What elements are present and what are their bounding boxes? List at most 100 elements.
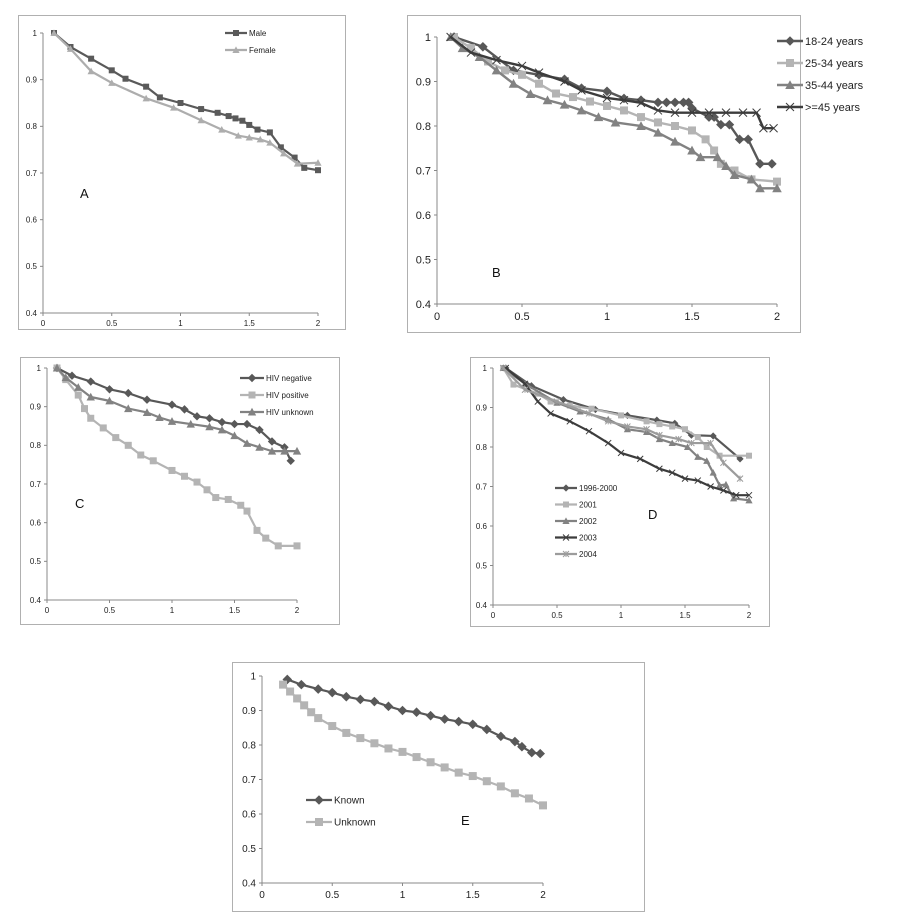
legend-label: 35-44 years xyxy=(805,80,864,92)
data-point xyxy=(454,768,463,777)
data-point xyxy=(559,99,570,109)
data-point xyxy=(732,491,740,499)
data-point xyxy=(274,542,282,550)
data-point xyxy=(588,405,595,412)
data-point xyxy=(593,112,604,122)
data-point xyxy=(74,383,83,391)
data-point xyxy=(577,86,586,95)
y-tick-label: 0.4 xyxy=(242,879,256,890)
data-point xyxy=(745,491,753,499)
data-point xyxy=(342,728,351,737)
data-point xyxy=(746,174,757,184)
x-tick-label: 1 xyxy=(170,606,175,615)
series-18-24-years xyxy=(449,32,777,169)
legend-item: Known xyxy=(306,795,365,807)
data-point xyxy=(707,439,714,447)
legend-marker xyxy=(562,534,570,541)
x-tick-label: 0 xyxy=(45,606,50,615)
legend-item: 18-24 years xyxy=(777,36,864,48)
x-tick-label: 0 xyxy=(491,611,496,620)
y-tick-label: 0.7 xyxy=(242,775,256,786)
legend-marker xyxy=(786,59,794,67)
y-tick-label: 0.9 xyxy=(476,403,488,412)
data-point xyxy=(234,132,242,139)
data-point xyxy=(105,396,114,405)
data-point xyxy=(108,79,116,86)
y-tick-label: 0.4 xyxy=(476,601,488,610)
data-point xyxy=(703,444,710,450)
data-point xyxy=(181,472,188,480)
data-point xyxy=(678,97,689,108)
data-point xyxy=(214,109,221,116)
data-point xyxy=(267,437,277,446)
legend-marker xyxy=(562,550,570,558)
data-point xyxy=(656,431,663,439)
data-point xyxy=(547,410,554,417)
data-point xyxy=(237,501,245,509)
data-point xyxy=(66,45,75,52)
data-point xyxy=(440,763,449,772)
data-point xyxy=(585,410,593,417)
data-point xyxy=(168,466,176,474)
panel-label: A xyxy=(80,186,89,201)
data-point xyxy=(527,382,535,390)
data-point xyxy=(86,392,95,401)
data-point xyxy=(203,486,211,494)
data-point xyxy=(482,777,491,786)
data-point xyxy=(254,126,261,133)
data-point xyxy=(653,106,663,115)
data-point xyxy=(715,481,724,489)
data-point xyxy=(668,469,676,477)
data-point xyxy=(610,117,621,127)
data-point xyxy=(255,425,264,435)
data-point xyxy=(525,89,536,98)
data-point xyxy=(467,719,478,730)
series-line xyxy=(449,36,774,130)
data-point xyxy=(369,696,380,707)
data-point xyxy=(446,32,455,42)
data-point xyxy=(636,98,646,108)
data-point xyxy=(484,57,492,66)
data-point xyxy=(314,159,322,166)
data-point xyxy=(734,134,745,145)
data-point xyxy=(499,364,507,372)
chart-d: 0.4 0.5 0.6 0.7 0.8 0.9 1 0 0.5 1 1.5 2 1996-2000 200… xyxy=(476,364,753,620)
data-point xyxy=(384,744,393,753)
y-tick-label: 0.7 xyxy=(30,480,42,489)
legend-marker xyxy=(562,517,570,524)
chart-panel-a xyxy=(18,15,346,330)
data-point xyxy=(280,149,288,157)
y-tick-label: 0.6 xyxy=(30,518,42,527)
y-tick-label: 0.5 xyxy=(26,262,38,271)
data-point xyxy=(636,95,646,105)
y-tick-label: 0.5 xyxy=(30,557,42,566)
data-point xyxy=(246,121,253,128)
data-point xyxy=(736,455,744,463)
data-point xyxy=(694,434,701,441)
data-point xyxy=(50,29,58,36)
data-point xyxy=(300,701,309,710)
x-tick-label: 2 xyxy=(295,606,300,615)
data-point xyxy=(716,159,725,168)
x-tick-label: 1 xyxy=(400,890,406,901)
panel-label: B xyxy=(492,265,501,280)
data-point xyxy=(426,758,435,767)
data-point xyxy=(604,417,612,425)
data-point xyxy=(217,425,227,434)
data-point xyxy=(687,103,697,113)
data-point xyxy=(535,79,543,88)
chart-panel-d xyxy=(470,357,770,627)
data-point xyxy=(773,177,781,186)
data-point xyxy=(412,753,421,762)
data-point xyxy=(193,478,201,486)
series-2004 xyxy=(499,364,744,482)
data-point xyxy=(243,507,251,515)
data-point xyxy=(293,160,301,167)
y-tick-label: 1 xyxy=(425,32,431,44)
data-point xyxy=(398,747,407,756)
data-point xyxy=(230,431,239,440)
legend-label: HIV unknown xyxy=(266,408,314,417)
data-point xyxy=(301,164,308,171)
data-point xyxy=(232,115,239,122)
data-point xyxy=(661,97,672,108)
